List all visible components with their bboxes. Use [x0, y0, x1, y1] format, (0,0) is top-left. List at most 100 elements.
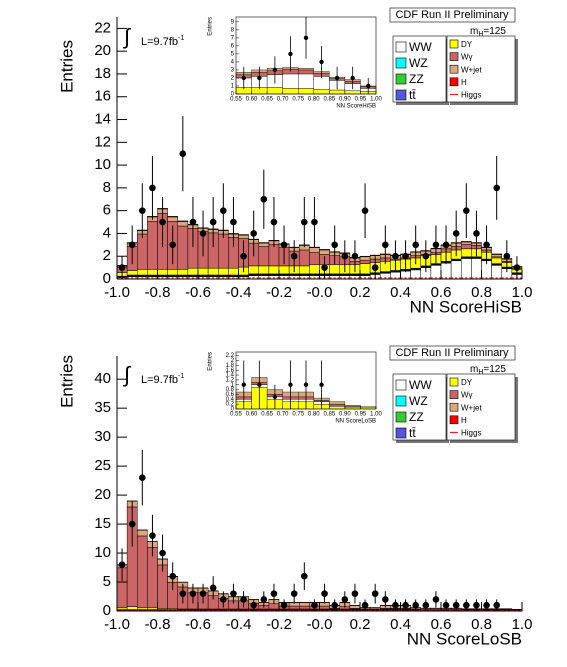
data-point [159, 218, 166, 226]
y-tick-label: 6 [103, 202, 111, 219]
legend-box [446, 373, 516, 441]
stack-segment [278, 265, 290, 275]
inset-segment [344, 90, 361, 95]
stack-segment [218, 233, 229, 269]
legend-label: WW [409, 378, 432, 392]
x-tick-label: 0.8 [471, 616, 492, 633]
legend-swatch [449, 377, 459, 387]
data-point [473, 230, 480, 237]
inset-segment [360, 406, 377, 408]
data-point [422, 601, 430, 609]
stack-segment [359, 263, 371, 275]
data-point [402, 601, 409, 609]
data-point [412, 241, 419, 249]
data-point [280, 601, 288, 609]
inset-x-tick-label: 0.55 [230, 97, 242, 103]
inset-y-tick-label: 5 [231, 51, 235, 57]
inset-x-tick-label: 0.90 [339, 97, 351, 103]
stack-segment [359, 275, 371, 280]
lumi-text: L=9.7fb [141, 374, 178, 386]
legend-swatch [449, 402, 459, 412]
legend-label: Wγ [461, 391, 473, 400]
data-point [392, 252, 399, 260]
stack-segment [461, 248, 472, 258]
stack-segment [299, 602, 310, 607]
data-point [230, 218, 237, 226]
data-point [189, 590, 197, 597]
stack-segment [309, 247, 320, 253]
inset-y-tick-label: 1.8 [226, 363, 235, 369]
data-point [189, 218, 197, 226]
legend-swatch [395, 57, 407, 69]
stack-segment [359, 255, 371, 258]
inset-segment [298, 68, 314, 71]
stack-segment [238, 234, 249, 236]
stack-segment [450, 260, 462, 280]
legend-swatch [395, 411, 407, 423]
mass-symbol: m [470, 364, 478, 375]
data-point [432, 241, 440, 249]
data-point [179, 150, 187, 157]
stack-segment [238, 234, 249, 239]
data-point [412, 601, 419, 609]
x-tick-label: -1.0 [104, 616, 130, 633]
inset-segment [344, 405, 361, 407]
inset-y-tick-label: 1.6 [226, 368, 235, 374]
inset-x-tick-label: 0.95 [355, 412, 367, 418]
y-tick-label: 5 [103, 573, 111, 590]
inset-point [257, 382, 262, 387]
stack-segment [319, 605, 330, 610]
stack-segment [288, 605, 300, 610]
legend-swatch [449, 52, 459, 61]
y-tick-label: 8 [103, 179, 111, 196]
data-point [290, 252, 298, 260]
inset-segment [282, 88, 299, 95]
data-point [209, 218, 217, 226]
x-axis-title: NN ScoreHiSB [410, 297, 522, 316]
inset-x-tick-label: 0.70 [277, 97, 289, 103]
data-point [331, 601, 338, 609]
x-tick-label: -0.6 [185, 616, 211, 633]
data-point [209, 584, 217, 592]
stack-segment [167, 216, 178, 222]
inset-point [241, 75, 246, 81]
inset-y-tick-label: 2.2 [226, 353, 235, 359]
inset-y-tick-label: 1 [231, 84, 235, 90]
stack-segment [359, 256, 371, 261]
y-tick-label: 0 [103, 270, 111, 287]
inset-y-tick-label: 2 [231, 358, 235, 364]
data-point [280, 241, 288, 249]
inset-x-tick-label: 0.85 [323, 412, 335, 418]
inset-point [241, 382, 246, 387]
inset-point [303, 35, 309, 41]
data-point [382, 596, 389, 603]
stack-segment [369, 254, 381, 256]
y-tick-label: 2 [103, 247, 111, 264]
stack-segment [339, 275, 351, 280]
inset-segment [266, 87, 283, 95]
data-point [199, 230, 207, 237]
stack-segment [268, 603, 280, 610]
stack-segment [187, 267, 199, 276]
stack-segment [329, 275, 340, 280]
y-tick-label: 25 [94, 457, 111, 474]
data-point [301, 572, 308, 580]
data-point [341, 596, 349, 603]
data-point [179, 590, 187, 597]
y-axis-title: Entries [57, 355, 76, 408]
inset-y-tick-label: 9 [231, 19, 235, 25]
data-point [220, 596, 227, 603]
x-tick-label: 0.4 [390, 284, 411, 301]
data-point [361, 601, 369, 609]
x-tick-label: -0.8 [145, 616, 171, 633]
inset-y-tick-label: 3 [231, 68, 235, 74]
y-tick-label: 20 [94, 486, 111, 503]
stack-segment [268, 275, 280, 280]
x-tick-label: -0.2 [266, 616, 292, 633]
data-point [118, 561, 126, 568]
legend-swatch [449, 415, 459, 425]
stack-segment [491, 254, 502, 258]
stack-segment [461, 241, 472, 245]
inset-point [303, 382, 309, 387]
inset-x-tick-label: 1.00 [370, 412, 382, 418]
